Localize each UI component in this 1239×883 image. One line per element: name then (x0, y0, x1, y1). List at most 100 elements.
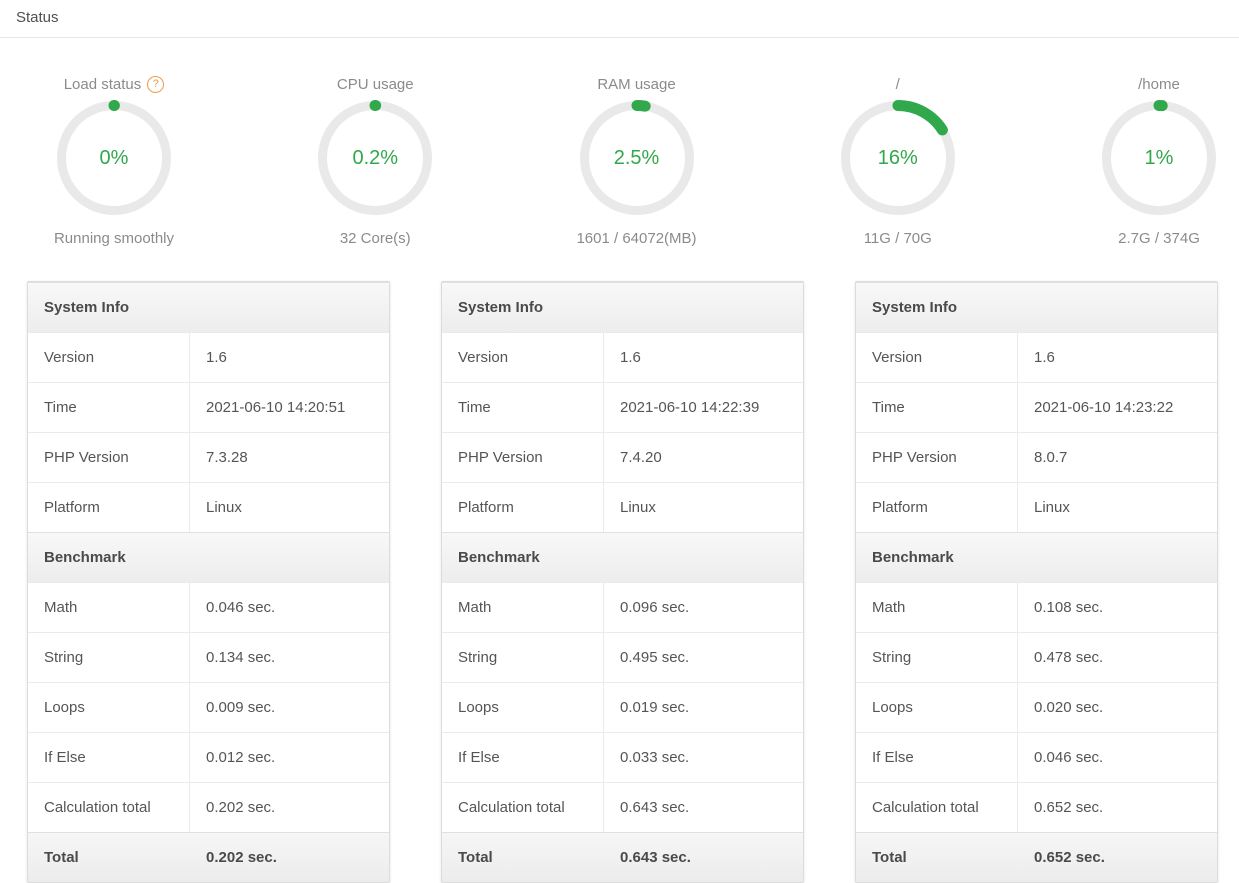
table-row: Calculation total 0.643 sec. (442, 782, 803, 832)
status-gauges-row: Load status ? 0% Running smoothly CPU us… (0, 73, 1239, 247)
row-value: 1.6 (206, 349, 227, 366)
system-info-table-php80: System Info Version 1.6 Time 2021-06-10 … (855, 281, 1218, 883)
row-label: Platform (28, 483, 190, 532)
row-value: 0.495 sec. (620, 649, 690, 666)
table-section-header: Benchmark (856, 532, 1217, 582)
gauge-load-status: Load status ? 0% Running smoothly (34, 73, 194, 247)
total-label: Total (458, 849, 493, 866)
gauge-cpu-usage-label: CPU usage (336, 75, 414, 93)
row-label: Platform (442, 483, 604, 532)
row-value: 0.108 sec. (1034, 599, 1104, 616)
row-label: Loops (442, 683, 604, 732)
table-row: Time 2021-06-10 14:23:22 (856, 382, 1217, 432)
table-row: Platform Linux (442, 482, 803, 532)
row-label: Calculation total (442, 783, 604, 832)
gauge-ram-usage-label: RAM usage (597, 75, 676, 93)
row-value: 7.3.28 (206, 449, 248, 466)
table-section-header: Benchmark (442, 532, 803, 582)
row-value: 0.202 sec. (206, 799, 276, 816)
row-label: Version (28, 333, 190, 382)
section-title: System Info (458, 299, 544, 316)
gauge-load-status-label: Load status (63, 75, 142, 93)
row-value: 0.019 sec. (620, 699, 690, 716)
total-label: Total (872, 849, 907, 866)
row-value: 2021-06-10 14:23:22 (1034, 399, 1174, 416)
gauge-disk-root-label: / (895, 75, 900, 93)
row-label: String (856, 633, 1018, 682)
system-info-tables-row: System Info Version 1.6 Time 2021-06-10 … (0, 281, 1239, 883)
table-row: Platform Linux (856, 482, 1217, 532)
table-row: Loops 0.009 sec. (28, 682, 389, 732)
row-value: 0.009 sec. (206, 699, 276, 716)
row-value: 0.134 sec. (206, 649, 276, 666)
table-row: Calculation total 0.652 sec. (856, 782, 1217, 832)
row-value: 7.4.20 (620, 449, 662, 466)
table-row: PHP Version 8.0.7 (856, 432, 1217, 482)
row-label: Math (856, 583, 1018, 632)
table-row: String 0.134 sec. (28, 632, 389, 682)
gauge-disk-home: /home 1% 2.7G / 374G (1079, 73, 1239, 247)
disk-home-ring: 1% (1101, 100, 1217, 216)
row-label: String (28, 633, 190, 682)
gauge-disk-root: / 16% 11G / 70G (818, 73, 978, 247)
gauge-disk-home-label: /home (1138, 75, 1180, 93)
row-label: If Else (856, 733, 1018, 782)
row-label: Version (856, 333, 1018, 382)
row-value: 0.020 sec. (1034, 699, 1104, 716)
table-row: Version 1.6 (856, 332, 1217, 382)
row-value: 0.033 sec. (620, 749, 690, 766)
table-row: Time 2021-06-10 14:20:51 (28, 382, 389, 432)
load-status-ring: 0% (56, 100, 172, 216)
row-label: PHP Version (28, 433, 190, 482)
row-value: 0.046 sec. (206, 599, 276, 616)
row-label: String (442, 633, 604, 682)
cpu-usage-ring: 0.2% (317, 100, 434, 216)
row-label: Loops (856, 683, 1018, 732)
row-label: Calculation total (28, 783, 190, 832)
row-label: Calculation total (856, 783, 1018, 832)
section-title: Benchmark (872, 549, 954, 566)
table-row: Calculation total 0.202 sec. (28, 782, 389, 832)
table-row: Math 0.096 sec. (442, 582, 803, 632)
row-label: Time (856, 383, 1018, 432)
row-label: Math (442, 583, 604, 632)
table-row: Time 2021-06-10 14:22:39 (442, 382, 803, 432)
row-value: 2021-06-10 14:20:51 (206, 399, 346, 416)
table-row: Loops 0.019 sec. (442, 682, 803, 732)
disk-home-caption: 2.7G / 374G (1118, 230, 1200, 247)
total-value: 0.643 sec. (620, 849, 691, 866)
row-value: Linux (206, 499, 242, 516)
gauge-cpu-usage: CPU usage 0.2% 32 Core(s) (295, 73, 455, 247)
row-value: Linux (1034, 499, 1070, 516)
help-icon[interactable]: ? (147, 75, 165, 93)
load-status-caption: Running smoothly (53, 230, 175, 247)
table-row: If Else 0.033 sec. (442, 732, 803, 782)
disk-root-percent: 16% (877, 146, 918, 169)
row-value: 1.6 (1034, 349, 1055, 366)
row-value: 0.643 sec. (620, 799, 690, 816)
table-total-row: Total 0.643 sec. (442, 832, 803, 882)
table-row: Platform Linux (28, 482, 389, 532)
section-title: Benchmark (44, 549, 126, 566)
total-value: 0.652 sec. (1034, 849, 1105, 866)
table-section-header: System Info (442, 282, 803, 332)
row-value: 0.046 sec. (1034, 749, 1104, 766)
row-label: Platform (856, 483, 1018, 532)
row-label: PHP Version (856, 433, 1018, 482)
row-value: 2021-06-10 14:22:39 (620, 399, 760, 416)
disk-root-ring: 16% (839, 100, 956, 216)
row-label: PHP Version (442, 433, 604, 482)
system-info-table-php73: System Info Version 1.6 Time 2021-06-10 … (27, 281, 390, 883)
table-row: Version 1.6 (442, 332, 803, 382)
section-title: System Info (872, 299, 958, 316)
row-label: Math (28, 583, 190, 632)
row-value: Linux (620, 499, 656, 516)
table-row: Loops 0.020 sec. (856, 682, 1217, 732)
table-total-row: Total 0.202 sec. (28, 832, 389, 882)
row-label: Time (28, 383, 190, 432)
total-label: Total (44, 849, 79, 866)
row-value: 0.478 sec. (1034, 649, 1104, 666)
table-row: PHP Version 7.3.28 (28, 432, 389, 482)
disk-root-caption: 11G / 70G (863, 230, 932, 247)
table-row: PHP Version 7.4.20 (442, 432, 803, 482)
